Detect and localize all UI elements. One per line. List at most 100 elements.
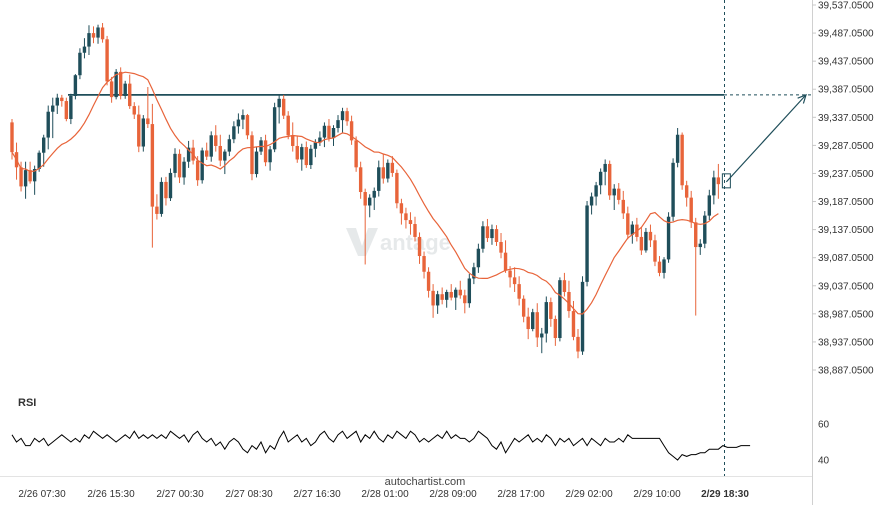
candle-body (653, 240, 657, 262)
candle-body (318, 137, 322, 143)
candle-body (91, 33, 96, 38)
candle-body (223, 151, 227, 161)
x-tick-label-current: 2/29 18:30 (701, 489, 749, 500)
candle-body (386, 162, 390, 179)
candle-body (589, 196, 594, 206)
watermark-text: autochartist.com (385, 476, 466, 488)
candle-body (51, 105, 55, 112)
candle-body (354, 140, 358, 168)
candle-body (662, 259, 666, 273)
candle-body (549, 302, 553, 319)
candle-body (707, 195, 712, 216)
candle-body (449, 291, 453, 298)
candle-body (232, 126, 236, 140)
candle-body (313, 142, 318, 149)
candle-body (680, 134, 684, 186)
candle-body (372, 190, 376, 198)
candle-body (295, 145, 299, 160)
candle-body (205, 150, 209, 157)
candle-body (182, 161, 186, 178)
candle-body (603, 163, 607, 172)
candle-body (118, 71, 123, 96)
y-axis-labels: 39,537.0500 39,487.0500 39,437.0500 39,387.… (812, 1, 874, 377)
candle-body (46, 111, 50, 138)
candle-body (585, 205, 589, 282)
candle-body (141, 118, 146, 147)
y-tick-label: 39,037.0500 (818, 281, 874, 292)
candle-body (336, 120, 340, 129)
candle-body (105, 39, 109, 82)
candle-body (209, 135, 213, 157)
projection-arrow (725, 94, 807, 183)
x-tick-label: 2/28 17:00 (497, 489, 545, 500)
candle-body (404, 213, 408, 221)
candle-body (626, 213, 630, 235)
candle-body (304, 147, 309, 166)
candle-body (173, 153, 177, 173)
candle-body (689, 197, 693, 223)
candle-body (621, 199, 625, 214)
candle-body (10, 122, 14, 153)
candle-body (132, 106, 136, 115)
candle-body (485, 226, 490, 239)
candle-body (499, 241, 503, 253)
candle-body (671, 162, 675, 217)
candle-body (472, 267, 476, 279)
candle-body (300, 147, 304, 160)
candle-body (114, 71, 118, 98)
candle-body (309, 148, 313, 166)
x-tick-label: 2/26 15:30 (87, 489, 135, 500)
y-tick-label: 39,187.0500 (818, 197, 874, 208)
candle-body (440, 294, 444, 300)
projection-arrowhead (797, 93, 807, 104)
candle-body (128, 83, 132, 107)
candle-body (155, 206, 159, 214)
y-tick-label: 39,437.0500 (818, 57, 874, 68)
candle-body (254, 151, 259, 175)
candle-body (96, 27, 100, 38)
candle-body (644, 231, 648, 251)
candle-body (363, 192, 367, 206)
candle-body (426, 271, 431, 291)
y-tick-label: 39,387.0500 (818, 85, 874, 96)
candle-body (236, 119, 241, 127)
candle-body (567, 291, 571, 312)
candle-body (123, 83, 127, 96)
candle-body (377, 167, 381, 191)
rsi-panel: RSI 60 40 (11, 397, 830, 467)
candle-body (100, 27, 105, 40)
candle-body (109, 81, 114, 98)
y-tick-label: 39,487.0500 (818, 29, 874, 40)
candle-body (368, 197, 372, 206)
candle-body (508, 270, 512, 278)
candle-body (580, 281, 585, 352)
candle-body (41, 137, 46, 153)
candle-body (186, 147, 191, 162)
y-tick-label: 39,287.0500 (818, 141, 874, 152)
candle-body (150, 124, 155, 207)
candle-body (648, 231, 653, 241)
x-tick-label: 2/27 16:30 (293, 489, 341, 500)
candle-body (666, 216, 671, 260)
candle-body (82, 46, 87, 53)
candle-body (37, 152, 41, 169)
candle-body (675, 134, 680, 163)
candle-body (73, 75, 78, 96)
candle-body (277, 98, 281, 108)
x-tick-label: 2/26 07:30 (18, 489, 66, 500)
candle-body (417, 236, 422, 257)
candle-body (345, 111, 349, 122)
candle-body (458, 289, 462, 296)
candle-body (521, 298, 526, 317)
candle-body (657, 261, 662, 273)
candle-body (444, 291, 449, 300)
candle-body (540, 333, 544, 338)
candle-body (463, 295, 467, 304)
candle-body (612, 188, 616, 196)
candle-body (358, 167, 363, 193)
candle-body (712, 177, 716, 196)
candle-body (494, 229, 499, 242)
candle-body (159, 181, 164, 214)
candle-body (245, 115, 250, 136)
